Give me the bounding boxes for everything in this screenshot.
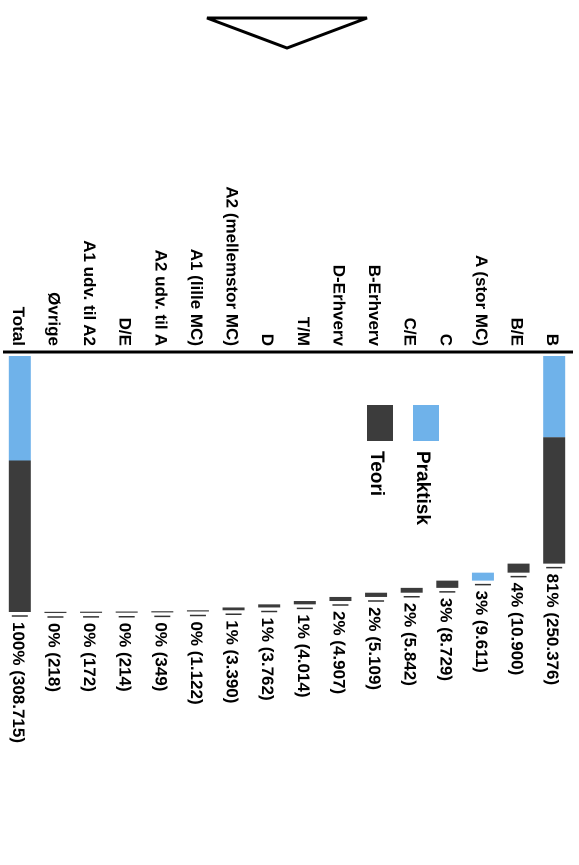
category-label: B [543, 334, 562, 346]
bar-segment [8, 356, 31, 461]
data-label: 0% (172) [80, 623, 99, 692]
bar-segment [471, 572, 494, 581]
category-label: D [258, 334, 277, 346]
category-label: B/E [508, 318, 527, 346]
data-labels: 81% (250.376) 4% (10.900) 3% (9.611) 3% (8.… [9, 574, 562, 743]
bar-segment [436, 580, 459, 588]
category-label: A1 (lille MC) [187, 249, 206, 346]
data-label: 1% (3.390) [223, 620, 242, 703]
bar-segment [507, 563, 530, 573]
category-label: Øvrige [44, 292, 63, 346]
category-label: C/E [401, 318, 420, 346]
data-label: 0% (214) [116, 623, 135, 692]
category-label: T/M [294, 317, 313, 346]
category-label: A1 udv. til A2 [80, 240, 99, 346]
bar-segment [400, 587, 423, 593]
data-label: 100% (308.715) [9, 622, 28, 743]
bar-segment [151, 611, 174, 613]
bar-segment [329, 596, 352, 602]
data-label: 1% (3.762) [258, 617, 277, 700]
data-label: 3% (9.611) [472, 591, 491, 673]
legend-label-teori: Teori [366, 451, 387, 496]
legend: Praktisk Teori [366, 405, 439, 525]
category-label: D-Erhverv [329, 265, 348, 347]
category-label: D/E [116, 318, 135, 346]
bar-segment [543, 356, 566, 438]
bar-segment [44, 611, 67, 614]
legend-swatch-teori [367, 405, 393, 441]
category-label: C [436, 334, 455, 346]
category-label: A (stor MC) [472, 255, 491, 346]
category-label: B-Erhverv [365, 265, 384, 347]
category-labels: B B/E A (stor MC) C C/E B-Erhverv D-Erhverv T/M… [9, 186, 562, 346]
data-label: 2% (4.907) [329, 611, 348, 694]
legend-label-praktisk: Praktisk [412, 451, 433, 525]
data-label: 0% (1.122) [187, 621, 206, 704]
bar-segment [222, 607, 245, 611]
data-label: 0% (218) [44, 623, 63, 692]
data-label: 1% (4.014) [294, 614, 313, 697]
legend-swatch-praktisk [413, 405, 439, 441]
bar-segment [80, 611, 103, 613]
data-label: 2% (5.109) [365, 607, 384, 690]
bar-segment [115, 611, 138, 613]
data-label: 2% (5.842) [401, 603, 420, 686]
bar-segment [8, 460, 31, 612]
bar-segment [365, 592, 388, 597]
rotated-chart: B B/E A (stor MC) C C/E B-Erhverv D-Erhverv T/M… [3, 16, 573, 743]
data-label: 4% (10.900) [508, 583, 527, 676]
category-label: A2 (mellemstor MC) [223, 186, 242, 346]
category-label: A2 udv. til A [151, 250, 170, 346]
bars [8, 356, 566, 618]
bar-segment [293, 601, 316, 605]
data-label: 0% (349) [151, 622, 170, 691]
category-label: Total [9, 307, 28, 346]
data-label: 81% (250.376) [543, 574, 562, 686]
bar-segment [543, 437, 566, 564]
triangle-marker [206, 16, 368, 50]
data-label: 3% (8.729) [436, 598, 455, 681]
bar-segment [186, 610, 209, 612]
bar-segment [258, 604, 281, 608]
